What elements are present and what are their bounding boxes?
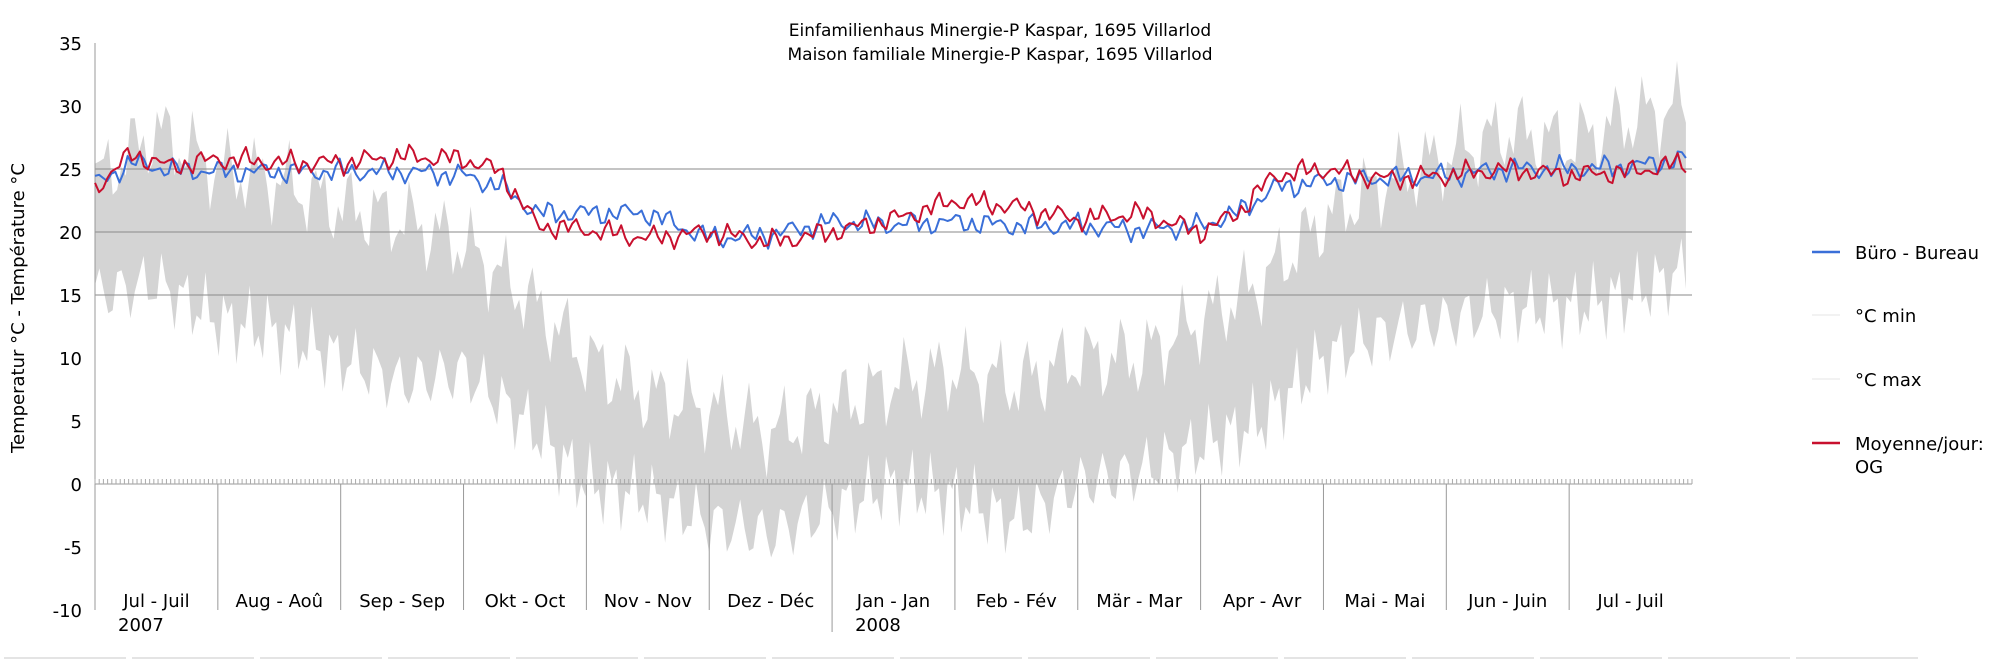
outdoor-temperature-band [95, 60, 1686, 558]
legend-label-buero: Büro - Bureau [1855, 243, 1979, 264]
x-tick-label: Apr - Avr [1223, 591, 1302, 612]
y-tick-label: 30 [59, 97, 82, 118]
legend-label-max: °C max [1855, 370, 1922, 391]
y-tick-label: 15 [59, 286, 82, 307]
y-tick-label: 0 [71, 475, 82, 496]
axes [4, 43, 1918, 659]
temperature-range-band [95, 60, 1686, 558]
x-tick-label: Sep - Sep [359, 591, 445, 612]
legend-label-min: °C min [1855, 306, 1916, 327]
x-tick-label: Mai - Mai [1344, 591, 1425, 612]
legend: Büro - Bureau °C min °C max Moyenne/jour… [1812, 243, 1984, 478]
x-tick-label: Nov - Nov [604, 591, 693, 612]
legend-label-og-line2: OG [1855, 457, 1883, 478]
grid-lines [95, 168, 1692, 296]
x-tick-label: Jul - Juil [122, 591, 189, 612]
y-tick-label: 20 [59, 223, 82, 244]
x-tick-label: Dez - Déc [727, 591, 814, 612]
legend-label-og: Moyenne/jour: [1855, 434, 1984, 455]
y-axis-label: Temperatur °C - Température °C [8, 163, 29, 454]
x-tick-label: Jul - Juil [1596, 591, 1663, 612]
y-tick-labels: 35 30 25 20 15 10 5 0 -5 -10 [53, 34, 82, 622]
x-tick-label: Mär - Mar [1096, 591, 1182, 612]
x-tick-labels: Jul - Juil 2007 Aug - Aoû Sep - Sep Okt - Oc… [118, 591, 1664, 636]
x-tick-label: Jun - Juin [1467, 591, 1547, 612]
y-tick-label: 10 [59, 349, 82, 370]
chart-title: Einfamilienhaus Minergie-P Kaspar, 1695 … [789, 21, 1211, 41]
y-tick-label: -5 [64, 538, 82, 559]
y-tick-label: 5 [71, 412, 82, 433]
x-tick-label: Aug - Aoû [236, 591, 324, 612]
y-tick-label: 25 [59, 160, 82, 181]
line-buero [94, 150, 1687, 250]
line-og [94, 143, 1687, 251]
y-tick-label: 35 [59, 34, 82, 55]
x-tick-year-label: 2007 [118, 615, 164, 636]
series-lines [94, 143, 1687, 251]
x-tick-label: Okt - Oct [485, 591, 566, 612]
x-tick-label: Jan - Jan [856, 591, 930, 612]
y-tick-label: -10 [53, 601, 82, 622]
chart-subtitle: Maison familiale Minergie-P Kaspar, 1695… [788, 45, 1213, 65]
x-tick-label: Feb - Fév [976, 591, 1057, 612]
x-tick-year-label: 2008 [855, 615, 901, 636]
